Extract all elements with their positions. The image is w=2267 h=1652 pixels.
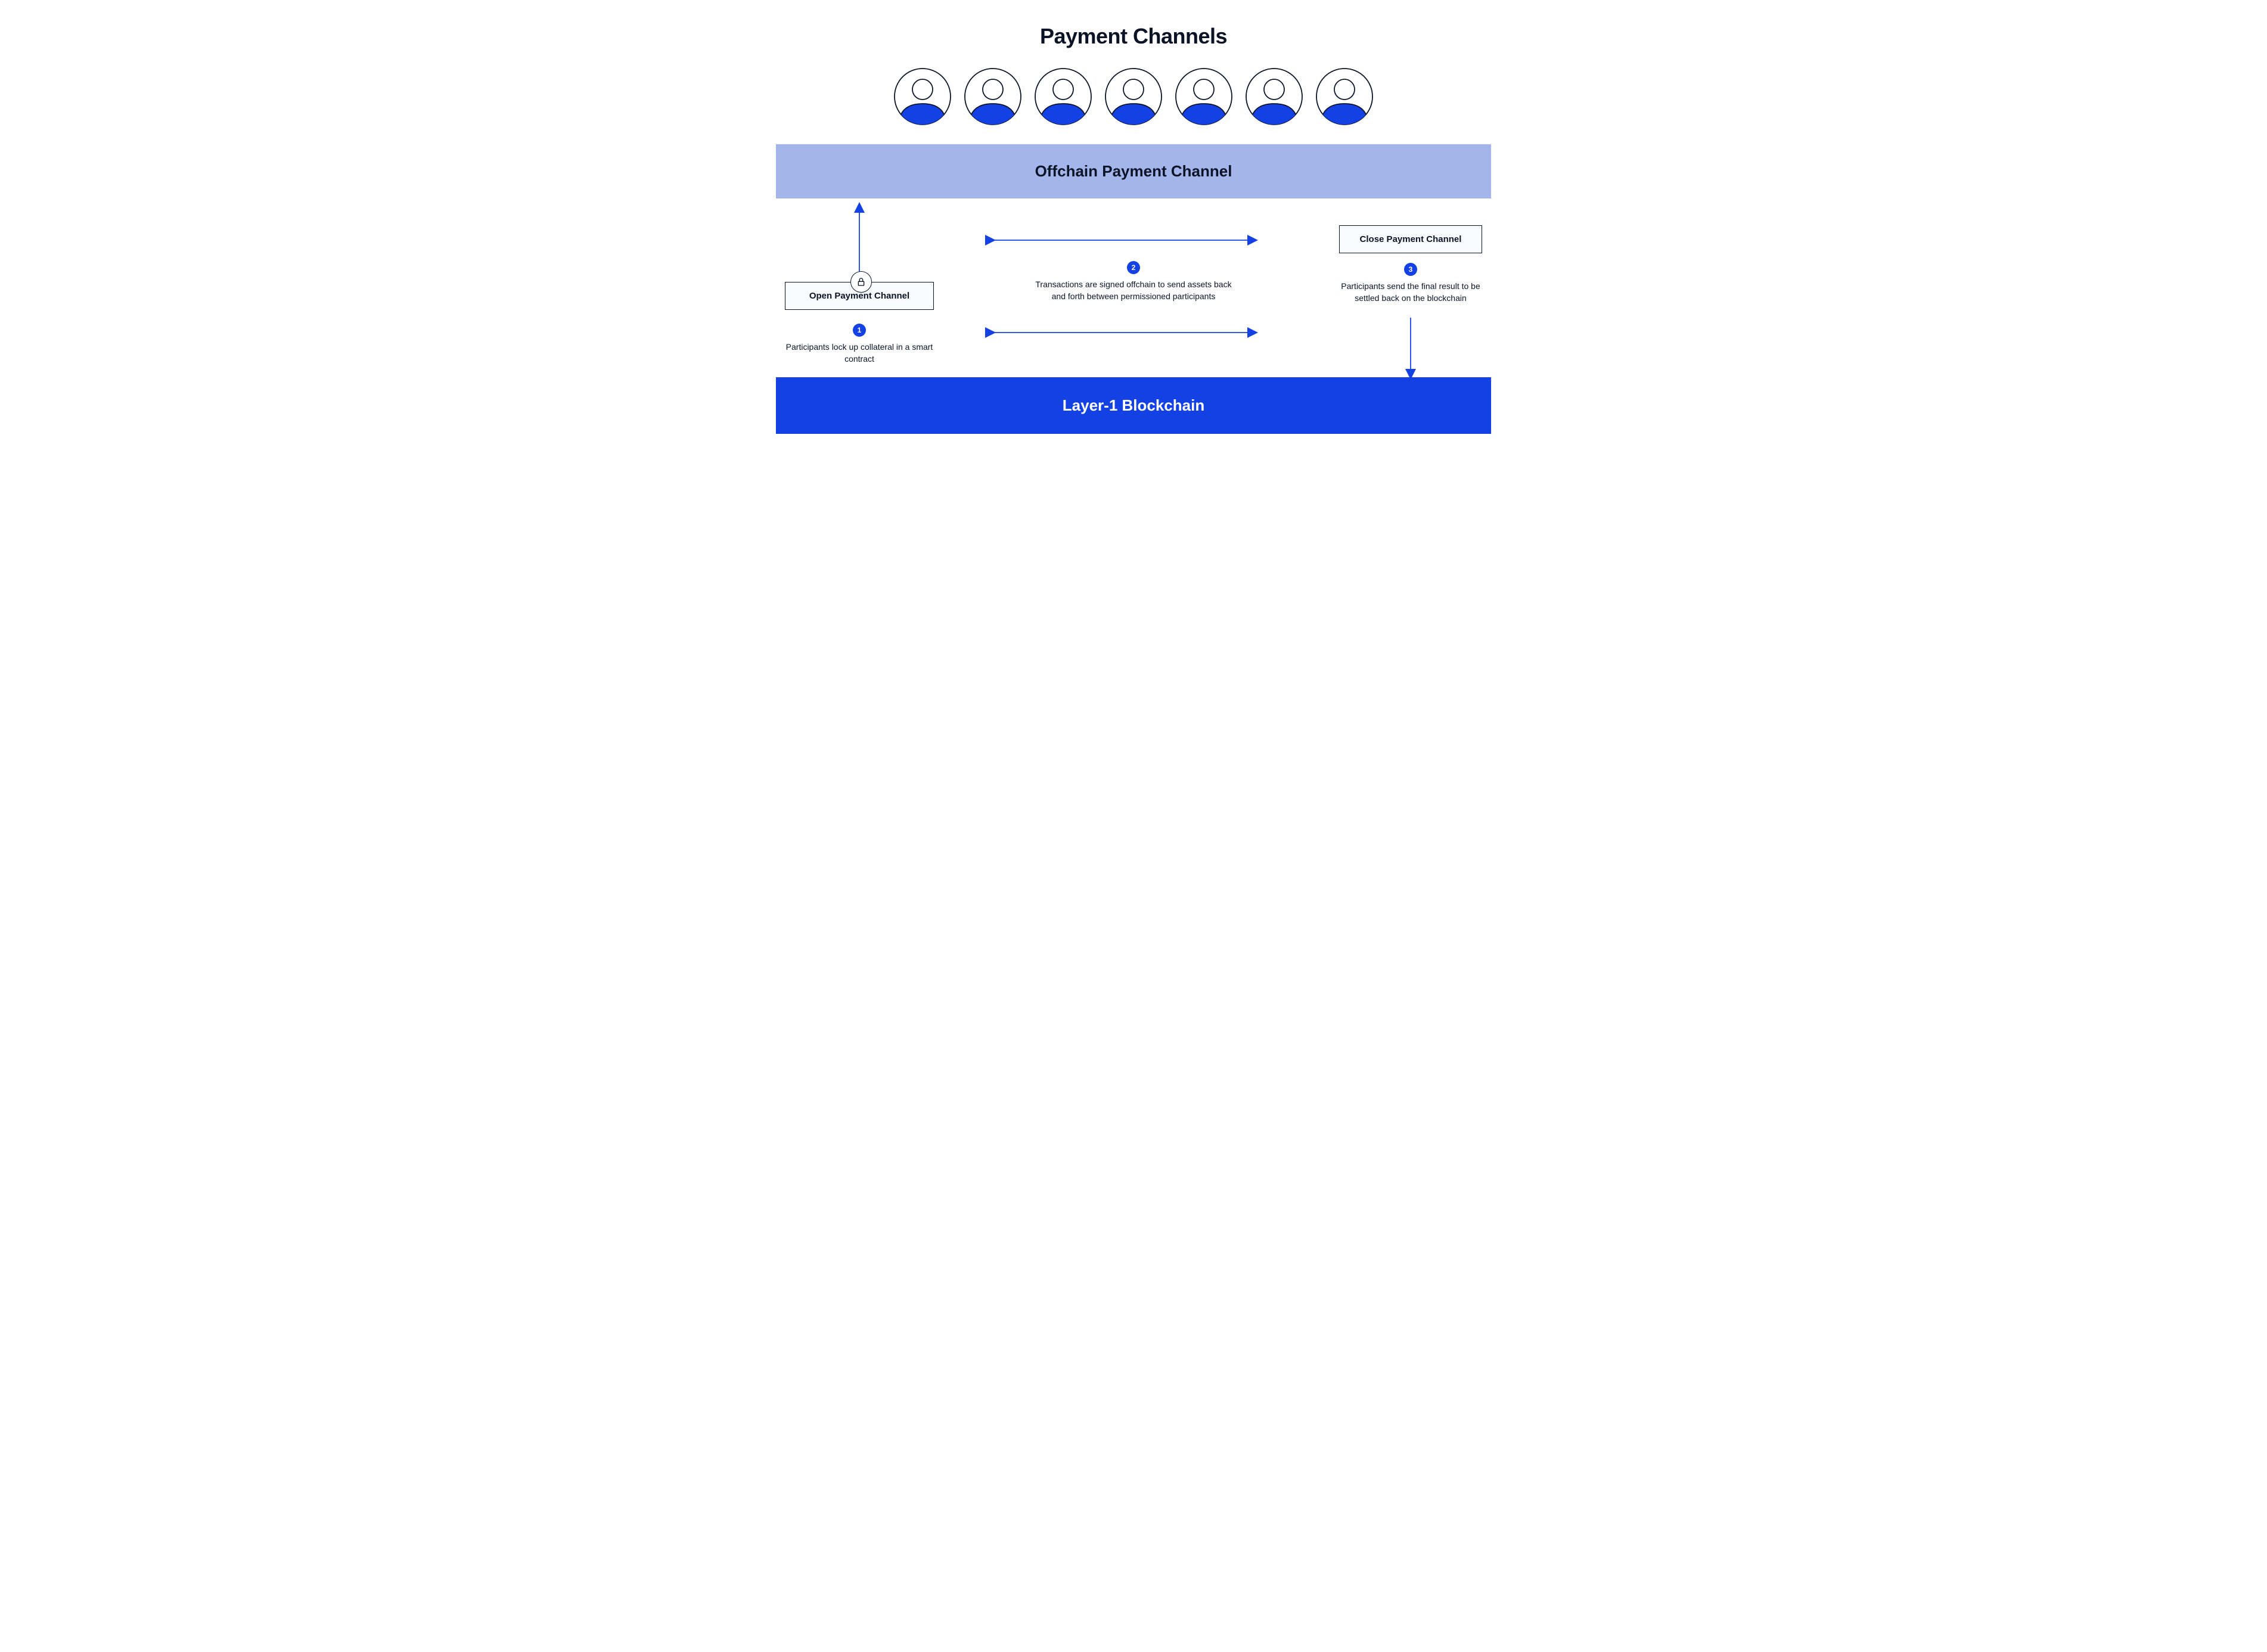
- step3-col: 3 Participants send the final result to …: [1339, 263, 1482, 304]
- step1-badge: 1: [853, 324, 866, 337]
- page-title: Payment Channels: [776, 24, 1491, 49]
- step1-col: 1 Participants lock up collateral in a s…: [785, 324, 934, 365]
- lock-icon: [850, 271, 872, 293]
- avatars-row: [776, 67, 1491, 126]
- avatar-icon: [1174, 67, 1234, 126]
- avatar-icon: [893, 67, 952, 126]
- close-channel-label: Close Payment Channel: [1360, 234, 1462, 244]
- mid-section: Open Payment Channel 1 Participants lock…: [776, 198, 1491, 377]
- layer1-bar: Layer-1 Blockchain: [776, 377, 1491, 434]
- layer1-label: Layer-1 Blockchain: [1063, 396, 1204, 414]
- step2-col: 2 Transactions are signed offchain to se…: [1035, 261, 1232, 302]
- step3-badge: 3: [1404, 263, 1417, 276]
- avatar-icon: [1104, 67, 1163, 126]
- avatar-icon: [1244, 67, 1304, 126]
- diagram-container: Payment Channels Offchain Payment Channe…: [776, 24, 1491, 434]
- step1-desc: Participants lock up collateral in a sma…: [785, 341, 934, 365]
- offchain-label: Offchain Payment Channel: [1035, 162, 1232, 180]
- avatar-icon: [1033, 67, 1093, 126]
- offchain-bar: Offchain Payment Channel: [776, 144, 1491, 198]
- avatar-icon: [963, 67, 1023, 126]
- step2-badge: 2: [1127, 261, 1140, 274]
- close-channel-box: Close Payment Channel: [1339, 225, 1482, 253]
- step2-desc: Transactions are signed offchain to send…: [1035, 279, 1232, 302]
- avatar-icon: [1315, 67, 1374, 126]
- step3-desc: Participants send the final result to be…: [1339, 281, 1482, 304]
